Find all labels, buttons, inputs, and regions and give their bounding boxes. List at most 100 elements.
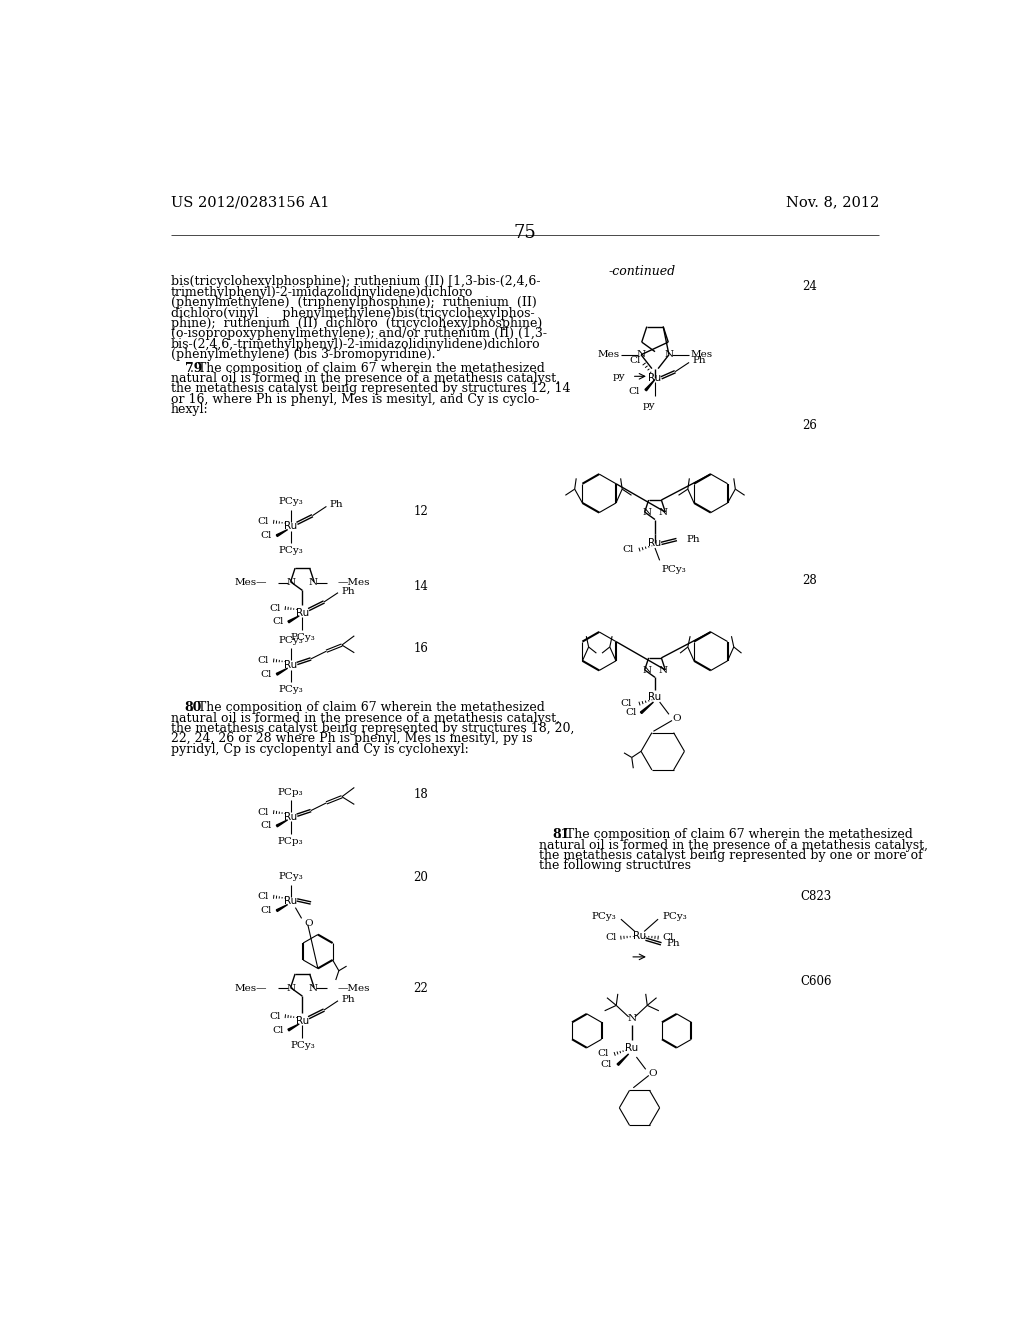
- Polygon shape: [276, 668, 288, 675]
- Text: hexyl:: hexyl:: [171, 404, 208, 416]
- Polygon shape: [276, 529, 288, 536]
- Text: Ru: Ru: [633, 931, 646, 941]
- Text: dichloro(vinyl      phenylmethylene)bis(tricyclohexylphos-: dichloro(vinyl phenylmethylene)bis(tricy…: [171, 306, 535, 319]
- Text: Cl: Cl: [272, 1026, 284, 1035]
- Text: 80: 80: [184, 701, 202, 714]
- Text: Cl: Cl: [258, 808, 269, 817]
- Text: (phenylmethylene) (bis 3-bromopyridine).: (phenylmethylene) (bis 3-bromopyridine).: [171, 348, 435, 362]
- Text: PCy₃: PCy₃: [279, 873, 303, 882]
- Text: 22: 22: [414, 982, 428, 995]
- Text: PCp₃: PCp₃: [278, 788, 303, 797]
- Text: Cl: Cl: [261, 821, 272, 830]
- Text: N: N: [665, 350, 674, 359]
- Text: py: py: [642, 401, 655, 411]
- Text: 20: 20: [414, 871, 428, 884]
- Text: PCp₃: PCp₃: [278, 837, 303, 846]
- Text: 79: 79: [184, 362, 202, 375]
- Text: 26: 26: [802, 418, 817, 432]
- Text: N: N: [287, 983, 296, 993]
- Text: Cl: Cl: [630, 356, 641, 366]
- Text: (o-isopropoxyphenylmethylene); and/or ruthenium (II) (1,3-: (o-isopropoxyphenylmethylene); and/or ru…: [171, 327, 547, 341]
- Text: Ru: Ru: [296, 1016, 309, 1026]
- Text: Cl: Cl: [261, 531, 272, 540]
- Text: Cl: Cl: [605, 933, 616, 942]
- Text: 75: 75: [513, 224, 537, 242]
- Text: the metathesis catalyst being represented by structures 18, 20,: the metathesis catalyst being represente…: [171, 722, 574, 735]
- Text: Ph: Ph: [667, 940, 680, 948]
- Polygon shape: [617, 1053, 629, 1065]
- Text: Cl: Cl: [258, 656, 269, 665]
- Text: Cl: Cl: [663, 933, 674, 942]
- Text: 16: 16: [414, 642, 428, 655]
- Text: C823: C823: [801, 890, 831, 903]
- Text: US 2012/0283156 A1: US 2012/0283156 A1: [171, 195, 329, 210]
- Text: Cl: Cl: [628, 387, 640, 396]
- Polygon shape: [640, 702, 653, 714]
- Text: 18: 18: [414, 788, 428, 801]
- Text: Mes: Mes: [597, 350, 620, 359]
- Text: Ph: Ph: [686, 535, 699, 544]
- Text: Nov. 8, 2012: Nov. 8, 2012: [786, 195, 880, 210]
- Text: Ru: Ru: [625, 1043, 638, 1053]
- Text: Ru: Ru: [296, 607, 309, 618]
- Text: —Mes: —Mes: [338, 983, 371, 993]
- Text: 14: 14: [414, 581, 428, 594]
- Text: natural oil is formed in the presence of a metathesis catalyst,: natural oil is formed in the presence of…: [539, 838, 928, 851]
- Text: . The composition of claim 67 wherein the metathesized: . The composition of claim 67 wherein th…: [190, 362, 545, 375]
- Text: Ph: Ph: [330, 500, 343, 510]
- Text: Cl: Cl: [269, 1011, 281, 1020]
- Polygon shape: [276, 904, 288, 912]
- Text: N: N: [643, 667, 652, 675]
- Text: PCy₃: PCy₃: [290, 632, 314, 642]
- Text: Cl: Cl: [622, 545, 633, 554]
- Text: Cl: Cl: [625, 709, 636, 717]
- Text: Cl: Cl: [272, 618, 284, 627]
- Text: N: N: [627, 1014, 636, 1023]
- Text: Ru: Ru: [284, 896, 297, 907]
- Text: 81: 81: [553, 829, 570, 841]
- Text: PCy₃: PCy₃: [279, 498, 303, 507]
- Text: the metathesis catalyst being represented by structures 12, 14: the metathesis catalyst being represente…: [171, 383, 570, 396]
- Text: Ru: Ru: [284, 812, 297, 822]
- Text: Ru: Ru: [284, 521, 297, 532]
- Text: Cl: Cl: [261, 669, 272, 678]
- Text: 24: 24: [802, 280, 817, 293]
- Text: Ph: Ph: [692, 356, 706, 366]
- Text: N: N: [637, 350, 645, 359]
- Text: PCy₃: PCy₃: [290, 1040, 314, 1049]
- Text: trimethylphenyl)-2-imidazolidinylidene)dichloro: trimethylphenyl)-2-imidazolidinylidene)d…: [171, 286, 473, 298]
- Text: phine);  ruthenium  (II)  dichloro  (tricyclohexylphosphine): phine); ruthenium (II) dichloro (tricycl…: [171, 317, 542, 330]
- Text: Ru: Ru: [648, 539, 662, 548]
- Polygon shape: [288, 615, 299, 623]
- Text: or 16, where Ph is phenyl, Mes is mesityl, and Cy is cyclo-: or 16, where Ph is phenyl, Mes is mesity…: [171, 393, 539, 405]
- Text: O: O: [649, 1069, 657, 1078]
- Text: PCy₃: PCy₃: [279, 546, 303, 556]
- Polygon shape: [276, 820, 288, 826]
- Text: Mes: Mes: [690, 350, 713, 359]
- Text: O: O: [305, 919, 313, 928]
- Text: —Mes: —Mes: [338, 578, 371, 587]
- Text: 12: 12: [414, 506, 428, 517]
- Text: Ph: Ph: [341, 586, 354, 595]
- Text: PCy₃: PCy₃: [592, 912, 616, 920]
- Text: PCy₃: PCy₃: [279, 636, 303, 645]
- Text: Cl: Cl: [269, 603, 281, 612]
- Text: N: N: [643, 508, 652, 517]
- Polygon shape: [288, 1024, 299, 1031]
- Text: the metathesis catalyst being represented by one or more of: the metathesis catalyst being represente…: [539, 849, 923, 862]
- Text: Ru: Ru: [648, 693, 662, 702]
- Text: Mes—: Mes—: [234, 983, 266, 993]
- Text: Cl: Cl: [597, 1049, 608, 1059]
- Text: PCy₃: PCy₃: [279, 685, 303, 694]
- Text: PCy₃: PCy₃: [662, 565, 686, 574]
- Text: N: N: [658, 667, 668, 675]
- Text: natural oil is formed in the presence of a metathesis catalyst,: natural oil is formed in the presence of…: [171, 372, 560, 385]
- Text: N: N: [658, 508, 668, 517]
- Polygon shape: [645, 379, 655, 391]
- Text: N: N: [308, 983, 317, 993]
- Text: Cl: Cl: [600, 1060, 611, 1069]
- Text: the following structures: the following structures: [539, 859, 691, 873]
- Text: Ru: Ru: [284, 660, 297, 671]
- Text: Cl: Cl: [258, 892, 269, 902]
- Text: 28: 28: [802, 574, 817, 587]
